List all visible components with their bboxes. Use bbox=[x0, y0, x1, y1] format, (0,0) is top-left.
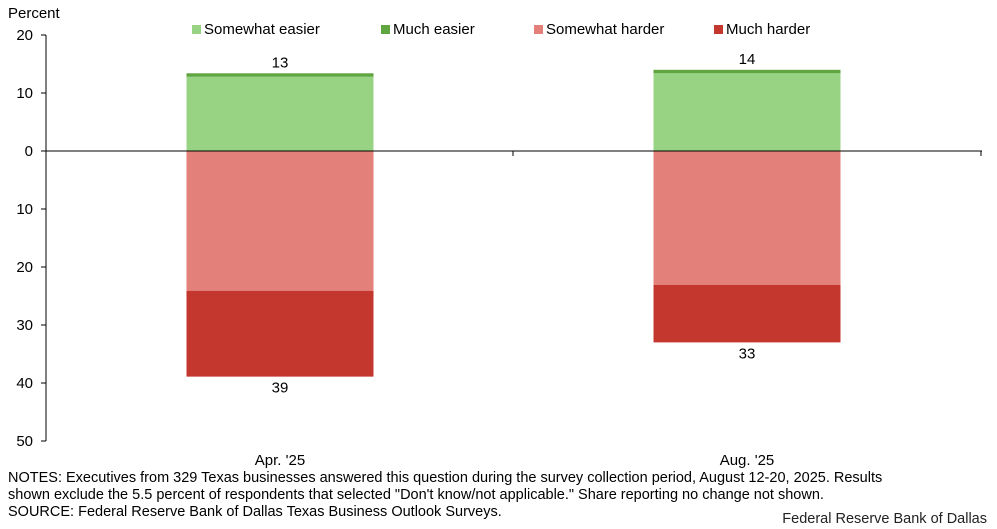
bar-segment-somewhat-easier bbox=[186, 76, 374, 151]
credit: Federal Reserve Bank of Dallas bbox=[782, 511, 987, 527]
total-easier-label: 13 bbox=[272, 54, 289, 71]
y-axis: 20 10 0 10 20 30 40 50 bbox=[16, 27, 47, 450]
y-axis-label: Percent bbox=[8, 5, 61, 22]
x-axis: Apr. '25 Aug. '25 bbox=[46, 150, 982, 469]
data-labels: 13 39 14 33 bbox=[272, 51, 756, 397]
legend-label: Somewhat easier bbox=[204, 21, 320, 38]
bar-segment-somewhat-harder bbox=[653, 151, 841, 285]
notes-line-1: NOTES: Executives from 329 Texas busines… bbox=[8, 470, 883, 486]
legend-swatch bbox=[381, 25, 390, 34]
legend-swatch bbox=[192, 25, 201, 34]
notes: NOTES: Executives from 329 Texas busines… bbox=[8, 470, 993, 521]
x-category-label: Apr. '25 bbox=[255, 452, 305, 469]
bars bbox=[186, 69, 841, 377]
total-harder-label: 39 bbox=[272, 380, 289, 397]
x-category-label: Aug. '25 bbox=[720, 452, 775, 469]
y-tick-label: 10 bbox=[16, 201, 33, 218]
bar-segment-much-easier bbox=[653, 69, 841, 74]
total-harder-label: 33 bbox=[739, 345, 756, 362]
legend: Somewhat easier Much easier Somewhat harde… bbox=[192, 21, 810, 38]
y-tick-label: 20 bbox=[16, 27, 33, 44]
legend-label: Much harder bbox=[726, 21, 810, 38]
y-tick-label: 20 bbox=[16, 259, 33, 276]
bar-segment-somewhat-easier bbox=[653, 73, 841, 151]
bar-segment-much-harder bbox=[186, 290, 374, 377]
legend-swatch bbox=[534, 25, 543, 34]
stacked-bar-chart: Percent Somewhat easier Much easier Somewh… bbox=[8, 5, 982, 469]
legend-swatch bbox=[714, 25, 723, 34]
total-easier-label: 14 bbox=[739, 51, 756, 68]
y-tick-label: 30 bbox=[16, 317, 33, 334]
y-tick-label: 50 bbox=[16, 433, 33, 450]
bar-segment-somewhat-harder bbox=[186, 151, 374, 291]
source-line: SOURCE: Federal Reserve Bank of Dallas T… bbox=[8, 504, 502, 520]
bar-segment-much-easier bbox=[186, 73, 374, 77]
y-tick-label: 10 bbox=[16, 85, 33, 102]
notes-line-2: shown exclude the 5.5 percent of respond… bbox=[8, 487, 824, 503]
y-tick-label: 40 bbox=[16, 375, 33, 392]
legend-label: Much easier bbox=[393, 21, 475, 38]
y-tick-label: 0 bbox=[25, 143, 33, 160]
bar-segment-much-harder bbox=[653, 284, 841, 343]
legend-label: Somewhat harder bbox=[546, 21, 664, 38]
